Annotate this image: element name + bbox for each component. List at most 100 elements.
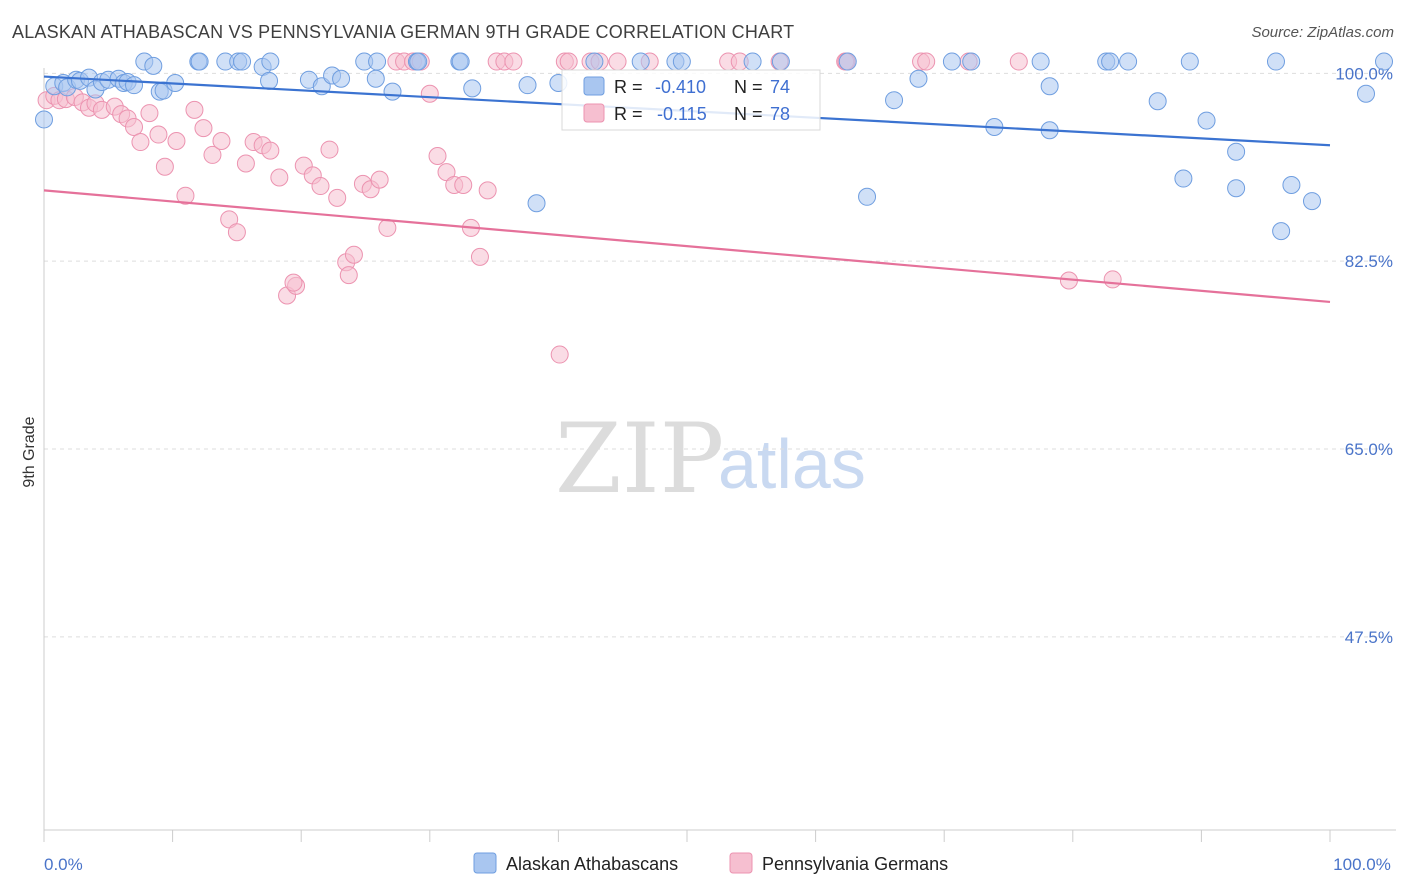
stats-r-value-blue: -0.410 bbox=[655, 77, 706, 97]
point-alaskan bbox=[631, 52, 650, 71]
x-tick-label: 100.0% bbox=[1333, 855, 1391, 874]
x-tick-label: 0.0% bbox=[44, 855, 83, 874]
y-tick-label: 65.0% bbox=[1345, 440, 1393, 459]
watermark: ZIP atlas bbox=[555, 403, 866, 515]
watermark-zip: ZIP bbox=[555, 403, 724, 515]
point-alaskan bbox=[190, 52, 209, 71]
point-alaskan bbox=[1375, 52, 1394, 71]
point-pennsylvania bbox=[320, 140, 339, 159]
point-pennsylvania bbox=[420, 84, 439, 103]
point-alaskan bbox=[1227, 179, 1246, 198]
point-pennsylvania bbox=[454, 175, 473, 194]
point-pennsylvania bbox=[328, 188, 347, 207]
point-alaskan bbox=[672, 52, 691, 71]
point-alaskan bbox=[144, 56, 163, 75]
point-alaskan bbox=[585, 52, 604, 71]
point-pennsylvania bbox=[559, 52, 578, 71]
point-alaskan bbox=[909, 69, 928, 88]
trend-line-pennsylvania bbox=[43, 189, 1331, 304]
point-alaskan bbox=[261, 52, 280, 71]
point-alaskan bbox=[1282, 175, 1301, 194]
point-alaskan bbox=[1040, 77, 1059, 96]
point-alaskan bbox=[1357, 84, 1376, 103]
point-alaskan bbox=[1174, 169, 1193, 188]
stats-n-value-pink: 78 bbox=[770, 104, 790, 124]
axes bbox=[43, 68, 1396, 831]
series-legend: Alaskan Athabascans Pennsylvania Germans bbox=[473, 852, 948, 874]
stats-swatch-pink bbox=[583, 103, 605, 123]
point-pennsylvania bbox=[1103, 270, 1122, 289]
point-pennsylvania bbox=[149, 125, 168, 144]
point-alaskan bbox=[743, 52, 762, 71]
point-alaskan bbox=[463, 79, 482, 98]
stats-r-label-blue: R = bbox=[614, 77, 643, 97]
point-pennsylvania bbox=[344, 245, 363, 264]
point-pennsylvania bbox=[311, 177, 330, 196]
stats-n-label-blue: N = bbox=[734, 77, 763, 97]
legend-label-alaskan: Alaskan Athabascans bbox=[506, 854, 678, 874]
point-pennsylvania bbox=[167, 131, 186, 150]
point-alaskan bbox=[409, 52, 428, 71]
point-alaskan bbox=[260, 71, 279, 90]
point-alaskan bbox=[383, 82, 402, 101]
point-alaskan bbox=[233, 52, 252, 71]
point-alaskan bbox=[1148, 92, 1167, 111]
point-alaskan bbox=[771, 52, 790, 71]
point-pennsylvania bbox=[470, 247, 489, 266]
point-alaskan bbox=[1180, 52, 1199, 71]
point-pennsylvania bbox=[194, 119, 213, 138]
point-pennsylvania bbox=[236, 154, 255, 173]
point-pennsylvania bbox=[370, 170, 389, 189]
point-pennsylvania bbox=[917, 52, 936, 71]
point-alaskan bbox=[1031, 52, 1050, 71]
y-tick-label: 47.5% bbox=[1345, 628, 1393, 647]
stats-r-value-pink: -0.115 bbox=[657, 104, 707, 124]
point-pennsylvania bbox=[608, 52, 627, 71]
point-alaskan bbox=[368, 52, 387, 71]
stats-n-label-pink: N = bbox=[734, 104, 763, 124]
legend-swatch-alaskan bbox=[473, 852, 497, 874]
y-tick-label: 100.0% bbox=[1335, 64, 1393, 83]
point-alaskan bbox=[125, 76, 144, 95]
point-pennsylvania bbox=[155, 157, 174, 176]
point-pennsylvania bbox=[1009, 52, 1028, 71]
point-alaskan bbox=[332, 69, 351, 88]
point-pennsylvania bbox=[339, 266, 358, 285]
stats-legend-frame bbox=[561, 69, 821, 131]
point-pennsylvania bbox=[504, 52, 523, 71]
y-tick-label: 82.5% bbox=[1345, 252, 1393, 271]
point-pennsylvania bbox=[227, 223, 246, 242]
point-alaskan bbox=[366, 69, 385, 88]
point-pennsylvania bbox=[378, 218, 397, 237]
chart-title: ALASKAN ATHABASCAN VS PENNSYLVANIA GERMA… bbox=[12, 22, 795, 42]
axis-ticks: 100.0% 82.5% 65.0% 47.5% 0.0% 100.0% bbox=[43, 64, 1393, 874]
point-pennsylvania bbox=[125, 118, 144, 137]
point-alaskan bbox=[858, 187, 877, 206]
chart-source: Source: ZipAtlas.com bbox=[1251, 24, 1394, 41]
point-alaskan bbox=[1302, 192, 1321, 211]
stats-swatch-blue bbox=[583, 76, 605, 96]
point-alaskan bbox=[1266, 52, 1285, 71]
stats-legend: R = -0.410 N = 74 R = -0.115 N = 78 bbox=[561, 69, 821, 131]
point-alaskan bbox=[35, 110, 53, 129]
point-pennsylvania bbox=[131, 133, 150, 152]
point-alaskan bbox=[885, 91, 904, 110]
point-alaskan bbox=[518, 76, 537, 95]
legend-swatch-pennsylvania bbox=[729, 852, 753, 874]
watermark-atlas: atlas bbox=[718, 425, 866, 503]
point-alaskan bbox=[527, 194, 546, 213]
stats-n-value-blue: 74 bbox=[770, 77, 790, 97]
point-pennsylvania bbox=[203, 145, 222, 164]
point-alaskan bbox=[942, 52, 961, 71]
point-alaskan bbox=[1197, 111, 1216, 130]
point-pennsylvania bbox=[550, 345, 569, 364]
point-pennsylvania bbox=[212, 131, 231, 150]
scatter-points bbox=[35, 52, 1394, 364]
point-pennsylvania bbox=[284, 273, 303, 292]
point-alaskan bbox=[1272, 222, 1291, 241]
point-alaskan bbox=[838, 52, 857, 71]
point-pennsylvania bbox=[176, 186, 195, 205]
point-alaskan bbox=[451, 52, 470, 71]
point-pennsylvania bbox=[261, 141, 280, 160]
point-pennsylvania bbox=[270, 168, 289, 187]
